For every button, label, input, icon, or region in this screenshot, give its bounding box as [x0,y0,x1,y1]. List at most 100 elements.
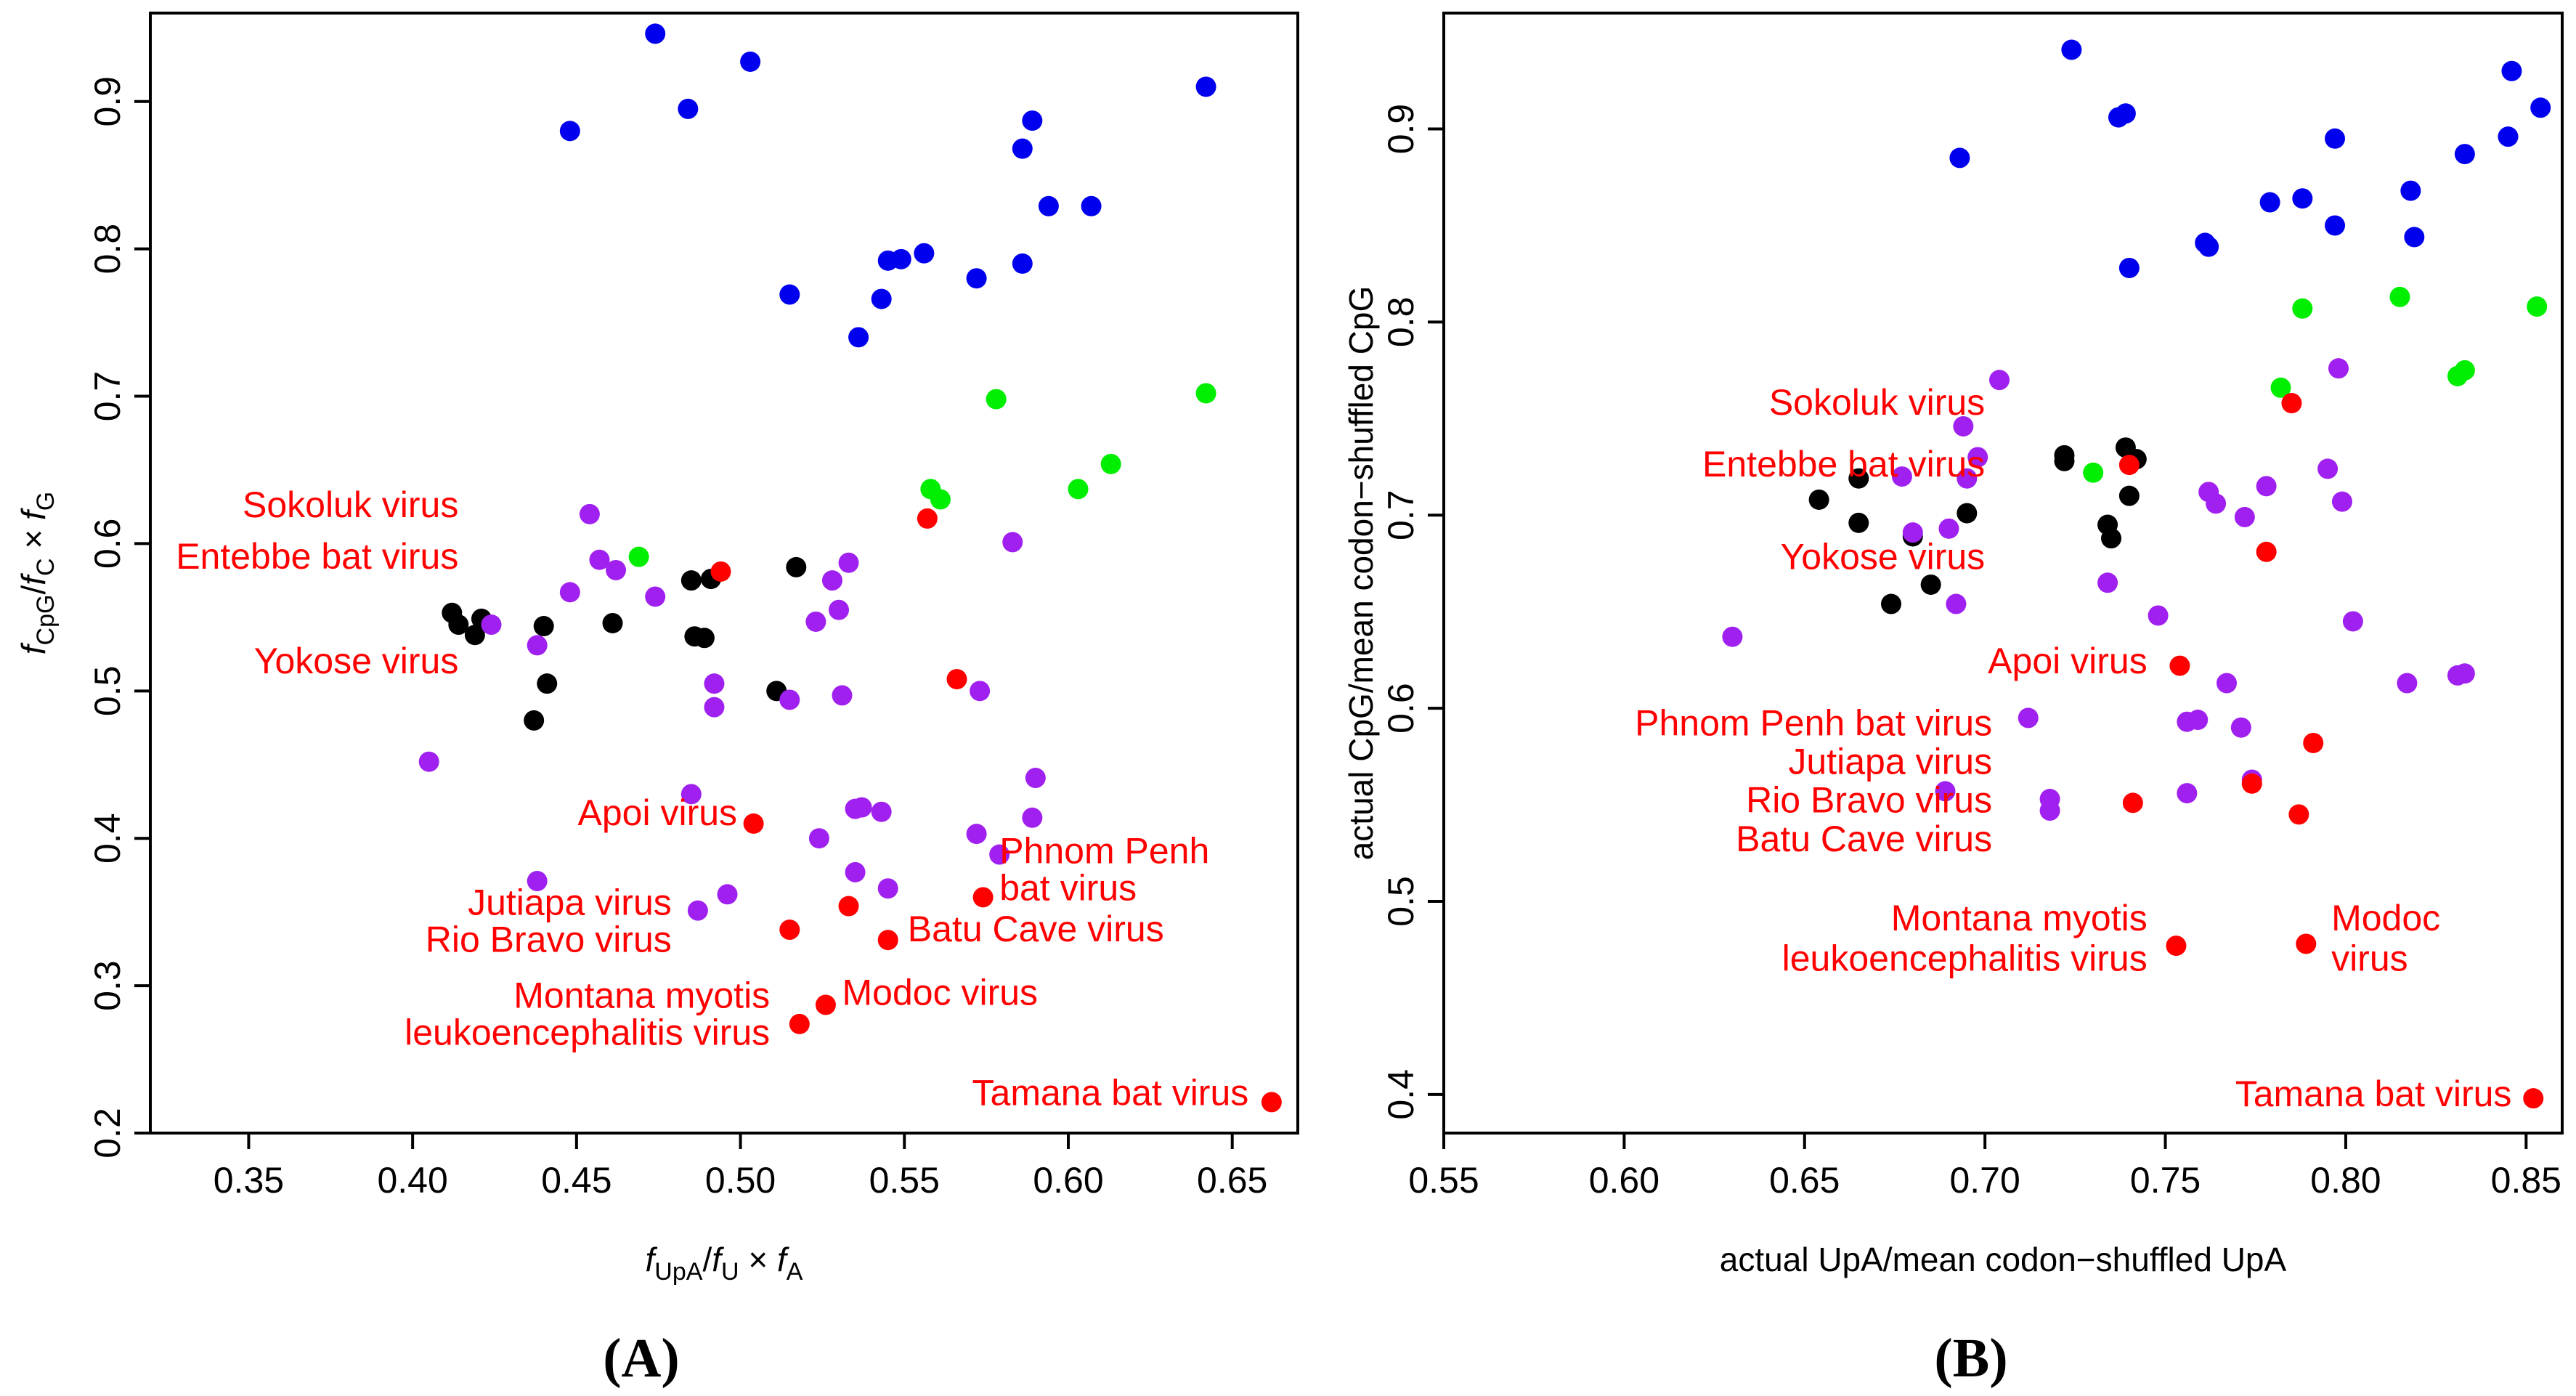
panel-b-point-black [1848,512,1869,533]
panel-a-point-red [1261,1092,1282,1113]
panel-b-x-tick-label: 0.80 [2310,1160,2381,1201]
panel-a-point-red [877,930,898,951]
panel-a-point-purple [808,828,829,849]
panel-a-annotation-label: Apoi virus [578,792,738,833]
panel-a-point-blue [1012,138,1033,159]
panel-a-point-blue [645,23,666,44]
panel-a-y-ticks: 0.2 0.3 0.4 0.5 0.6 0.7 0.8 0.9 [87,76,150,1158]
panel-b-x-tick-label: 0.55 [1408,1160,1479,1201]
panel-a-point-purple [606,559,627,580]
panel-b-point-red [2256,541,2277,562]
panel-b-label: (B) [1934,1328,2007,1389]
panel-a-point-black [537,673,558,694]
panel-a-point-red [815,994,836,1015]
panel-b-annotation-label: virus [2331,938,2408,979]
panel-b-point-black [1848,468,1869,489]
panel-b-y-tick-label: 0.6 [1381,683,1421,734]
panel-a-point-red [946,669,967,690]
panel-a-point-purple [805,611,826,632]
panel-b-point-black [1957,503,1978,524]
panel-b-point-blue [2454,144,2475,165]
panel-b-x-tick-label: 0.85 [2491,1160,2561,1201]
panel-a-point-black [786,556,807,577]
panel-b-y-tick-label: 0.7 [1381,490,1421,540]
panel-a-y-tick-label: 0.5 [87,666,128,717]
panel-a-annotation-label: Jutiapa virus [468,882,672,923]
panel-b-annotation-label: Rio Bravo virus [1746,780,1992,821]
panel-b-point-red [2166,936,2187,957]
panel-b-point-purple [2234,506,2255,527]
panel-a-point-purple [717,884,738,905]
panel-b-point-green [2527,296,2548,317]
panel-a-point-red [789,1013,810,1034]
panel-b-point-purple [2018,707,2039,729]
panel-a-y-axis-label: fCpG/fC × fG [15,492,60,655]
panel-a-point-purple [687,900,708,921]
panel-b-annotation-label: Montana myotis [1891,898,2148,938]
panel-a-annotation-label: bat virus [999,867,1137,908]
panel-b-x-ticks: 0.55 0.60 0.65 0.70 0.75 0.80 0.85 [1408,1133,2561,1201]
panel-a-point-blue [1022,110,1043,131]
panel-b-point-purple [2256,476,2277,497]
panel-b-point-purple [2187,710,2209,731]
panel-b-x-axis-label: actual UpA/mean codon−shuffled UpA [1720,1241,2287,1278]
panel-a-point-green [628,546,649,567]
panel-a-point-red [838,896,859,917]
panel-b-point-blue [2292,188,2313,209]
panel-b-point-purple [2097,572,2118,593]
panel-b-x-tick-label: 0.70 [1949,1160,2020,1201]
panel-b-point-blue [2498,126,2519,147]
panel-a-point-blue [779,284,800,305]
panel-a-point-red [743,813,764,834]
panel-a-point-black [533,616,554,637]
panel-a-point-purple [829,599,849,620]
panel-a-point-black [602,612,623,633]
panel-a-x-tick-label: 0.35 [214,1160,284,1201]
panel-a-point-blue [740,51,761,72]
panel-a-point-black [464,625,485,646]
panel-b-plot-frame [1442,12,2564,1135]
panel-a-point-purple [589,549,610,570]
panel-b-point-blue [2259,192,2280,213]
panel-a-point-green [930,489,951,510]
panel-b-point-red [2523,1088,2544,1109]
panel-a-point-blue [678,98,699,119]
panel-b-point-blue [1949,147,1970,169]
panel-b-point-purple [2328,358,2349,379]
panel-a-label: (A) [603,1328,680,1389]
panel-b-point-green [2270,377,2291,398]
panel-b-annotations: Sokoluk virus Entebbe bat virus Yokose vir… [1635,382,2511,1114]
panel-b-y-ticks: 0.4 0.5 0.6 0.7 0.8 0.9 [1381,104,1444,1120]
panel-b-y-tick-label: 0.5 [1381,876,1421,927]
panel-b-annotation-label: leukoencephalitis virus [1782,938,2148,979]
panel-a-point-black [524,710,545,731]
panel-b-annotation-label: Jutiapa virus [1788,741,1992,782]
panel-a-point-green [1100,453,1121,474]
panel-b-point-purple [2206,493,2227,514]
panel-a-point-purple [1002,532,1023,553]
panel-b-point-purple [1946,593,1967,614]
panel-a-annotation-label: Phnom Penh [999,831,1209,872]
panel-a-point-blue [1038,195,1059,216]
panel-a-x-tick-label: 0.60 [1033,1160,1103,1201]
panel-a-point-purple [680,784,702,805]
panel-b-point-red [2288,804,2309,825]
panel-a-y-tick-label: 0.2 [87,1108,128,1158]
panel-a-point-purple [845,861,866,882]
panel-a-point-purple [1022,807,1043,828]
panel-a-x-ticks: 0.35 0.40 0.45 0.50 0.55 0.60 0.65 [214,1133,1267,1201]
panel-b-point-purple [1989,370,2010,391]
panel-a-point-red [972,887,994,908]
panel-a-point-blue [890,248,911,269]
panel-a-point-blue [559,121,580,142]
panel-b-point-blue [2118,257,2140,278]
panel-a-point-purple [579,503,600,524]
panel-b-annotation-label: Phnom Penh bat virus [1635,702,1992,743]
panel-b-point-purple [1902,522,1923,543]
panel-a-point-purple [989,844,1010,865]
panel-b-annotation-label: Entebbe bat virus [1702,444,1985,484]
panel-a-point-green [986,389,1007,410]
panel-b-point-black [2054,445,2075,466]
panel-b-point-purple [2148,605,2169,626]
panel-a-point-black [694,628,715,649]
